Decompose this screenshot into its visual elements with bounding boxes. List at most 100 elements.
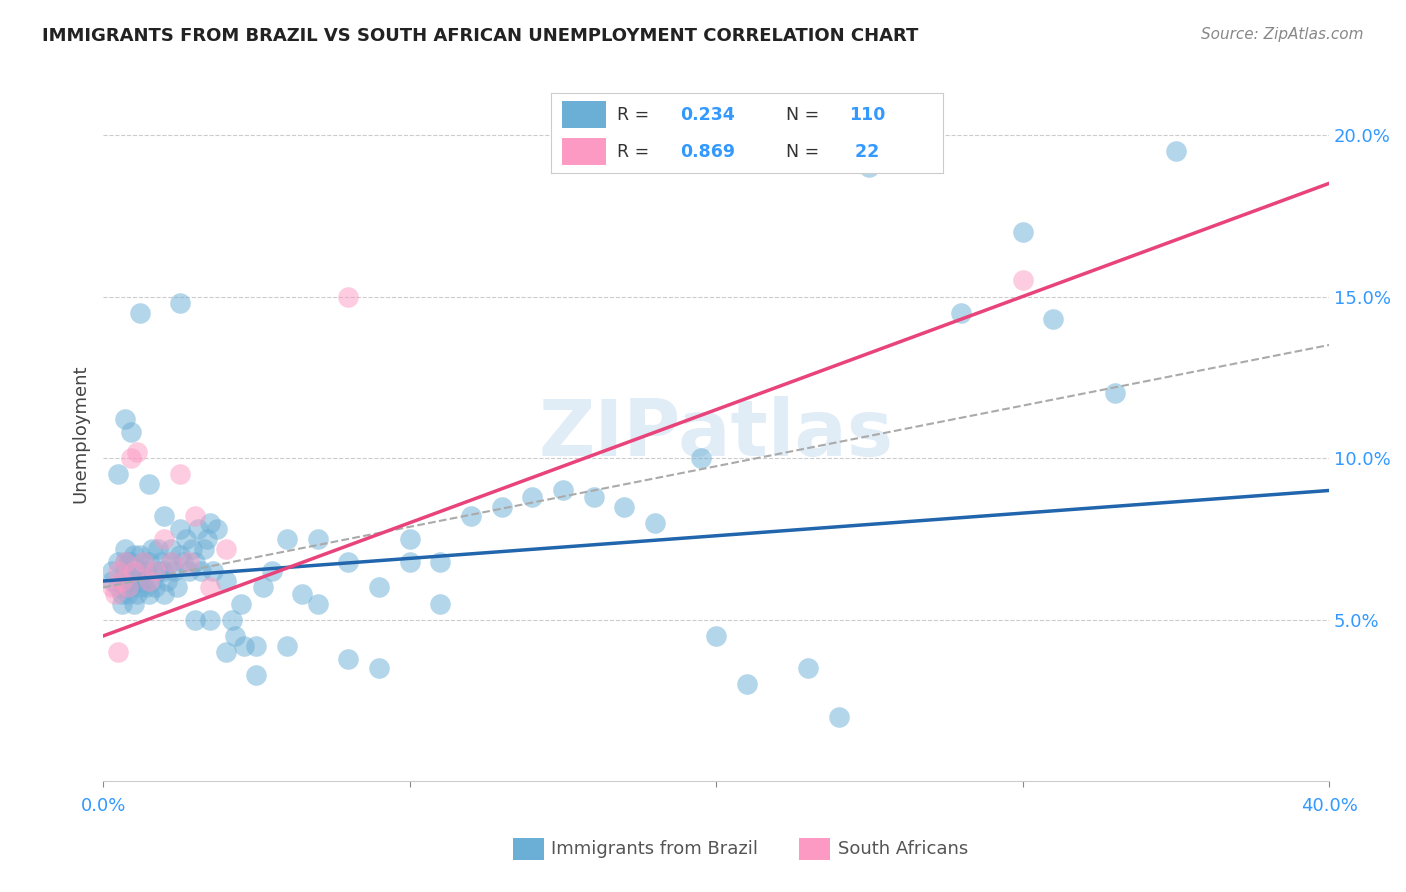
Point bbox=[215, 574, 238, 588]
Point bbox=[117, 555, 139, 569]
Point bbox=[122, 574, 145, 588]
Point bbox=[276, 532, 298, 546]
Point bbox=[307, 597, 329, 611]
Point bbox=[135, 564, 157, 578]
Point bbox=[1011, 273, 1033, 287]
Point bbox=[132, 555, 155, 569]
Point bbox=[129, 306, 152, 320]
Point bbox=[132, 555, 155, 569]
Point bbox=[368, 661, 391, 675]
Point bbox=[368, 581, 391, 595]
Point bbox=[141, 574, 163, 588]
Point bbox=[398, 555, 420, 569]
Point bbox=[117, 581, 139, 595]
Point bbox=[582, 490, 605, 504]
Point bbox=[110, 597, 132, 611]
Point bbox=[122, 597, 145, 611]
Point bbox=[138, 574, 160, 588]
Point bbox=[704, 629, 727, 643]
Point bbox=[159, 555, 181, 569]
Point bbox=[122, 564, 145, 578]
Point bbox=[169, 296, 191, 310]
Point bbox=[276, 639, 298, 653]
Point bbox=[828, 710, 851, 724]
Point bbox=[166, 581, 188, 595]
Point bbox=[117, 587, 139, 601]
Point bbox=[107, 467, 129, 482]
Point bbox=[224, 629, 246, 643]
Point bbox=[491, 500, 513, 514]
Point bbox=[169, 522, 191, 536]
Point bbox=[398, 532, 420, 546]
Point bbox=[122, 564, 145, 578]
Point bbox=[181, 541, 204, 556]
Point bbox=[114, 541, 136, 556]
Text: ZIPatlas: ZIPatlas bbox=[538, 396, 894, 472]
Point bbox=[107, 555, 129, 569]
Point bbox=[187, 522, 209, 536]
Text: 40.0%: 40.0% bbox=[1301, 797, 1358, 814]
Point bbox=[200, 581, 222, 595]
Text: Source: ZipAtlas.com: Source: ZipAtlas.com bbox=[1201, 27, 1364, 42]
Point bbox=[337, 289, 360, 303]
Point bbox=[337, 651, 360, 665]
Point bbox=[337, 555, 360, 569]
Point bbox=[190, 564, 212, 578]
Point bbox=[114, 555, 136, 569]
Point bbox=[120, 451, 142, 466]
Point bbox=[125, 564, 148, 578]
Point bbox=[150, 555, 173, 569]
Point bbox=[858, 160, 880, 174]
Point bbox=[797, 661, 820, 675]
Point bbox=[184, 555, 207, 569]
Point bbox=[202, 564, 225, 578]
Point bbox=[138, 587, 160, 601]
Point bbox=[184, 613, 207, 627]
Point bbox=[1011, 225, 1033, 239]
Point bbox=[114, 564, 136, 578]
Text: 0.0%: 0.0% bbox=[80, 797, 125, 814]
Point bbox=[1164, 144, 1187, 158]
Point bbox=[229, 597, 252, 611]
Point bbox=[143, 581, 166, 595]
Point bbox=[107, 645, 129, 659]
Point bbox=[177, 564, 200, 578]
Point bbox=[233, 639, 256, 653]
Point bbox=[200, 516, 222, 530]
Point bbox=[120, 425, 142, 440]
Point bbox=[205, 522, 228, 536]
Point bbox=[138, 477, 160, 491]
Point bbox=[125, 587, 148, 601]
Point bbox=[101, 574, 124, 588]
Point bbox=[177, 555, 200, 569]
Point bbox=[125, 444, 148, 458]
Point bbox=[153, 532, 176, 546]
Point bbox=[162, 564, 184, 578]
Point bbox=[148, 564, 170, 578]
Point bbox=[1104, 386, 1126, 401]
Point bbox=[460, 509, 482, 524]
Point bbox=[172, 555, 194, 569]
Point bbox=[138, 555, 160, 569]
Point bbox=[125, 574, 148, 588]
Point bbox=[1042, 312, 1064, 326]
Point bbox=[104, 587, 127, 601]
Text: Immigrants from Brazil: Immigrants from Brazil bbox=[551, 840, 758, 858]
Point bbox=[101, 564, 124, 578]
Point bbox=[129, 581, 152, 595]
Point bbox=[307, 532, 329, 546]
Point bbox=[129, 564, 152, 578]
Point bbox=[245, 639, 267, 653]
Point bbox=[120, 581, 142, 595]
Point bbox=[522, 490, 544, 504]
Point bbox=[114, 412, 136, 426]
Point bbox=[195, 532, 218, 546]
Point bbox=[429, 597, 451, 611]
Point bbox=[193, 541, 215, 556]
Point bbox=[169, 548, 191, 562]
Point bbox=[429, 555, 451, 569]
Point bbox=[107, 581, 129, 595]
Y-axis label: Unemployment: Unemployment bbox=[72, 365, 89, 503]
Point bbox=[215, 645, 238, 659]
Point bbox=[101, 581, 124, 595]
